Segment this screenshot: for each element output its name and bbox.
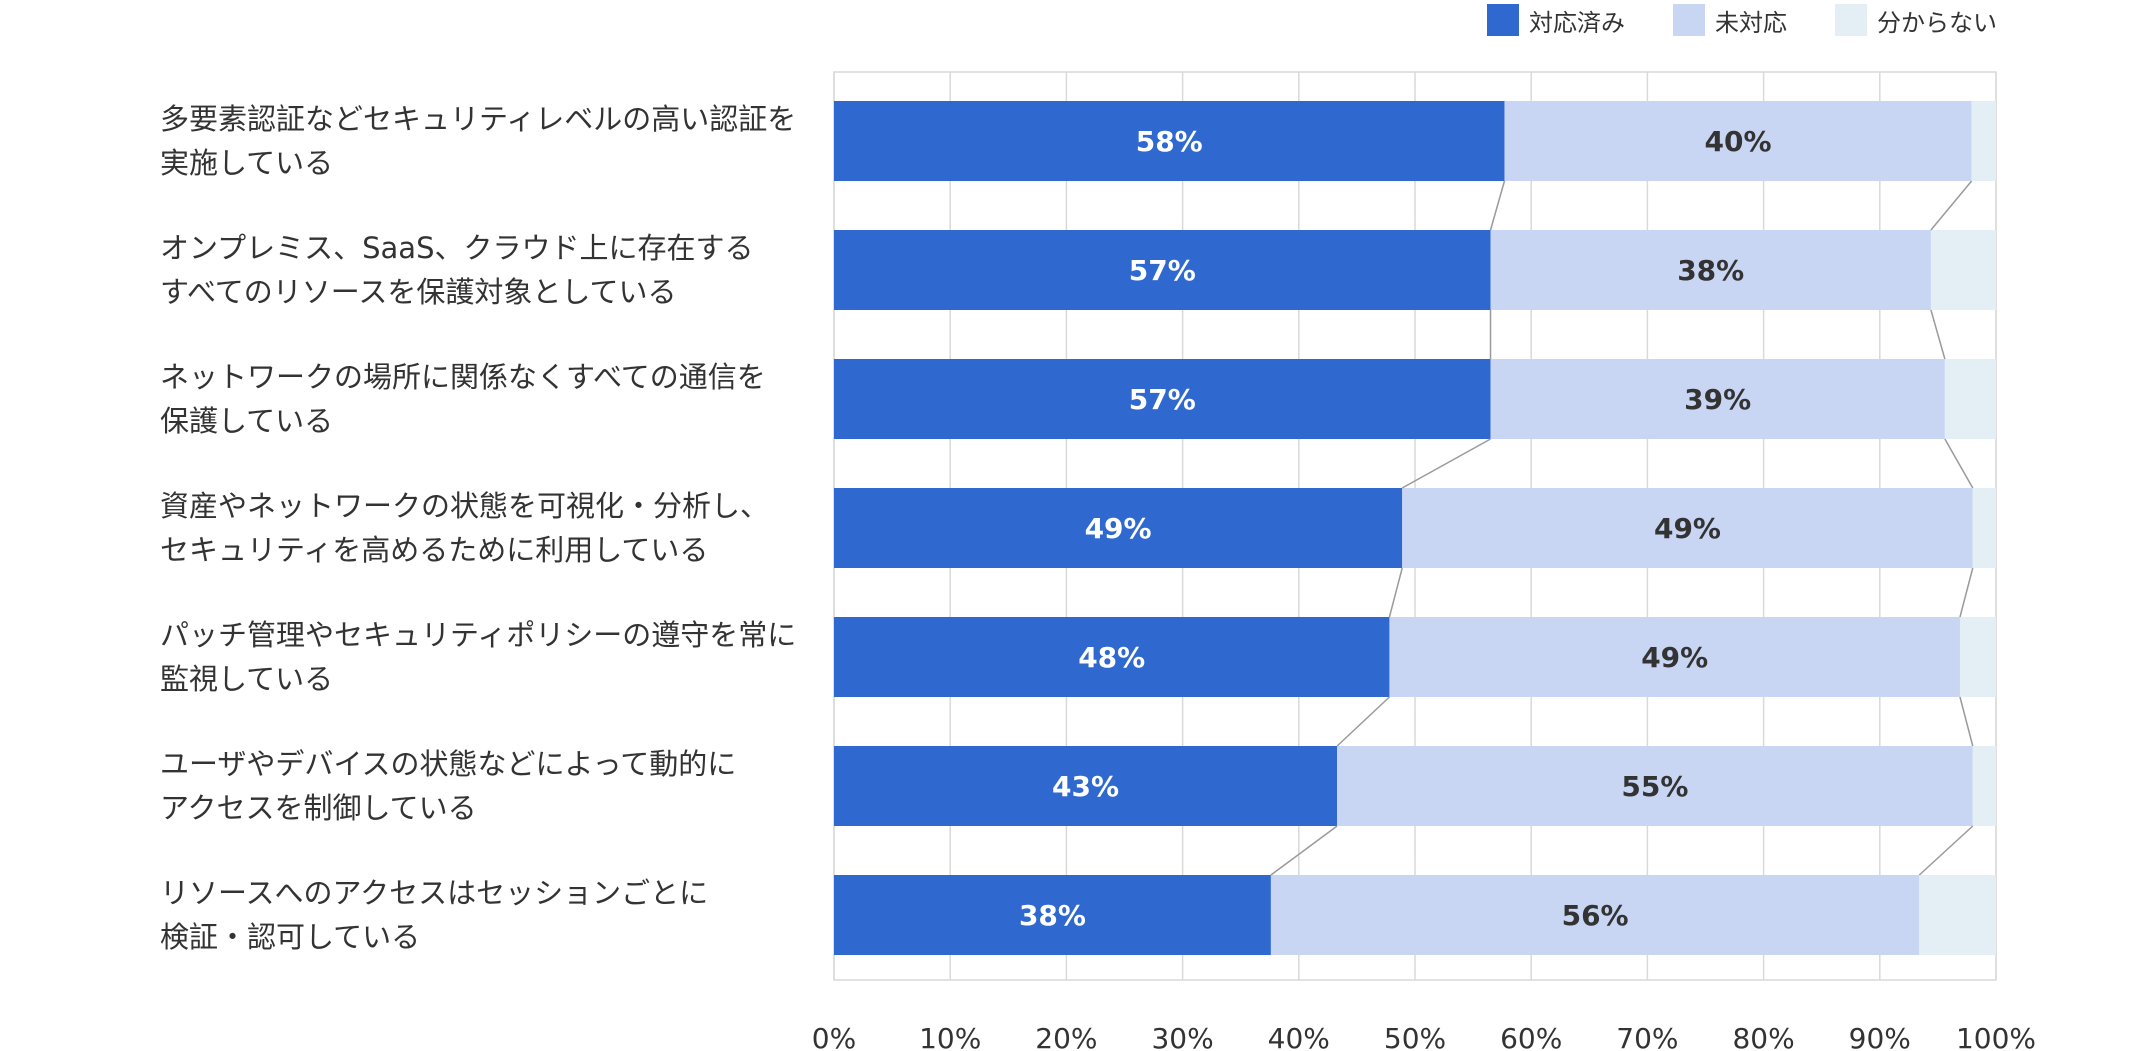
- data-label: 38%: [1019, 899, 1086, 932]
- legend-item: 未対応: [1673, 2, 1787, 38]
- x-tick-label: 90%: [1849, 1022, 1911, 1051]
- bar-segment: [834, 359, 1491, 439]
- x-tick-label: 20%: [1035, 1022, 1097, 1051]
- data-label: 58%: [1136, 125, 1203, 158]
- x-tick-label: 0%: [812, 1022, 856, 1051]
- bar-segment: [1490, 359, 1945, 439]
- data-label: 49%: [1641, 641, 1708, 674]
- data-label: 48%: [1078, 641, 1145, 674]
- legend-label: 分からない: [1877, 8, 1997, 37]
- series-connector-line: [1401, 438, 1491, 489]
- category-label: オンプレミス、SaaS、クラウド上に存在する すべてのリソースを保護対象としてい…: [160, 231, 754, 309]
- series-connector-line: [1944, 438, 1974, 489]
- series-connector-line: [1930, 309, 1946, 360]
- bar-segment: [1972, 488, 1996, 568]
- bar-segment: [1490, 230, 1931, 310]
- data-label: 39%: [1684, 383, 1751, 416]
- category-label: ネットワークの場所に関係なくすべての通信を 保護している: [160, 360, 766, 438]
- category-label: 資産やネットワークの状態を可視化・分析し、 セキュリティを高めるために利用してい…: [160, 489, 770, 567]
- series-connector-line: [1388, 567, 1403, 618]
- bar-segment: [1959, 617, 1996, 697]
- series-connector-line: [1270, 825, 1338, 876]
- category-label: リソースへのアクセスはセッションごとに 検証・認可している: [160, 876, 709, 954]
- legend-item: 対応済み: [1487, 2, 1625, 38]
- legend-label: 未対応: [1715, 8, 1787, 37]
- series-connector-line: [1930, 180, 1973, 231]
- bar-segment: [1402, 488, 1973, 568]
- x-tick-label: 70%: [1616, 1022, 1678, 1051]
- legend-swatch: [1487, 4, 1519, 36]
- bar-segment: [1930, 230, 1996, 310]
- data-label: 56%: [1562, 899, 1629, 932]
- legend-item: 分からない: [1835, 2, 1997, 38]
- data-label: 55%: [1621, 770, 1688, 803]
- data-label: 57%: [1129, 383, 1196, 416]
- bar-segment: [834, 746, 1338, 826]
- data-label: 49%: [1654, 512, 1721, 545]
- series-connector-line: [1918, 825, 1974, 876]
- category-label: 多要素認証などセキュリティレベルの高い認証を 実施している: [160, 102, 797, 180]
- data-label: 43%: [1052, 770, 1119, 803]
- x-tick-label: 50%: [1384, 1022, 1446, 1051]
- legend-swatch: [1673, 4, 1705, 36]
- x-tick-label: 10%: [919, 1022, 981, 1051]
- bar-segment: [1972, 746, 1996, 826]
- bar-segment: [834, 230, 1491, 310]
- data-label: 57%: [1129, 254, 1196, 287]
- category-label: パッチ管理やセキュリティポリシーの遵守を常に 監視している: [160, 618, 797, 696]
- bar-segment: [1504, 101, 1972, 181]
- series-connector-line: [1336, 696, 1390, 747]
- bar-segment: [834, 875, 1271, 955]
- bar-segment: [1919, 875, 1996, 955]
- series-connector-line: [1959, 696, 1974, 747]
- data-label: 40%: [1705, 125, 1772, 158]
- bar-segment: [834, 488, 1403, 568]
- x-tick-label: 40%: [1268, 1022, 1330, 1051]
- data-label: 38%: [1677, 254, 1744, 287]
- bar-segment: [834, 101, 1505, 181]
- x-tick-label: 100%: [1956, 1022, 2036, 1051]
- x-tick-label: 30%: [1151, 1022, 1213, 1051]
- x-tick-label: 80%: [1732, 1022, 1794, 1051]
- bar-segment: [1389, 617, 1960, 697]
- series-connector-line: [1959, 567, 1974, 618]
- data-label: 49%: [1085, 512, 1152, 545]
- bar-segment: [1337, 746, 1973, 826]
- bar-segment: [834, 617, 1390, 697]
- series-connector-line: [1489, 180, 1506, 231]
- bar-segment: [1944, 359, 1996, 439]
- bar-segment: [1971, 101, 1996, 181]
- x-tick-label: 60%: [1500, 1022, 1562, 1051]
- legend-swatch: [1835, 4, 1867, 36]
- bar-segment: [1270, 875, 1920, 955]
- legend-label: 対応済み: [1529, 8, 1625, 37]
- category-label: ユーザやデバイスの状態などによって動的に アクセスを制御している: [160, 747, 737, 825]
